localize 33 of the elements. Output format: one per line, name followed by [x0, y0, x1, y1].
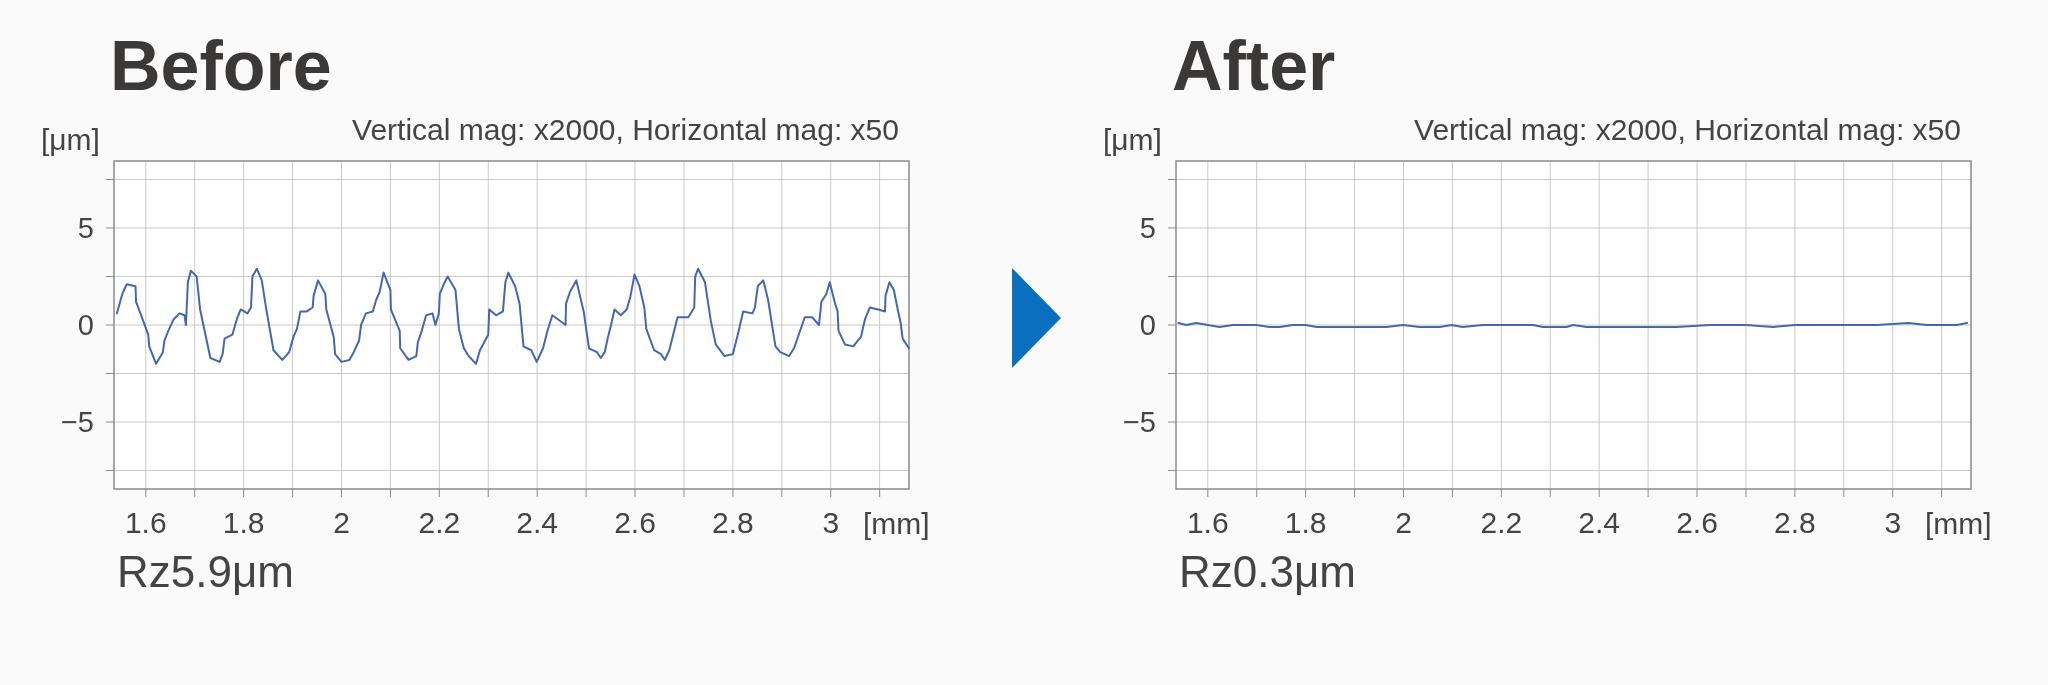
y-tick-label: −5 [60, 406, 94, 439]
x-tick-label: 3 [822, 506, 840, 539]
x-tick-label: 1.6 [1186, 506, 1229, 539]
y-tick-label: 5 [1139, 212, 1156, 245]
x-tick-label: 1.8 [1284, 506, 1327, 539]
text: Vertical mag: x2000, Horizontal mag: x50 [1414, 113, 1961, 146]
x-tick-label: 2.8 [1774, 506, 1816, 539]
chart-title: After [1172, 27, 1336, 105]
line-series [115, 267, 910, 365]
x-tick-label: 2.4 [1578, 506, 1621, 539]
x-tick-label: 2.6 [1676, 506, 1718, 539]
x-tick-label: 1.8 [222, 506, 265, 539]
x-tick-label: 2.2 [418, 506, 461, 539]
x-tick-label: 2 [333, 506, 350, 539]
x-tick-label: 2.8 [712, 506, 754, 539]
y-tick-label: 5 [77, 212, 94, 245]
y-axis-title: [μm] [41, 123, 100, 156]
text: Rz5.9μm [117, 547, 294, 596]
x-tick-label: 2.6 [614, 506, 656, 539]
x-tick-label: 3 [1884, 506, 1902, 539]
y-tick-label: 0 [1139, 309, 1156, 342]
y-tick-label: −5 [1122, 406, 1156, 439]
y-tick-label: 0 [77, 309, 94, 342]
x-tick-label: 2.4 [516, 506, 559, 539]
x-axis-title: [mm] [1925, 507, 1992, 540]
text: Vertical mag: x2000, Horizontal mag: x50 [352, 113, 899, 146]
x-tick-label: 2 [1395, 506, 1412, 539]
text: Rz0.3μm [1179, 547, 1356, 596]
x-tick-label: 1.6 [124, 506, 167, 539]
x-axis-title: [mm] [863, 507, 930, 540]
x-tick-label: 2.2 [1480, 506, 1523, 539]
y-axis-title: [μm] [1103, 123, 1162, 156]
chart-title: Before [110, 27, 332, 105]
